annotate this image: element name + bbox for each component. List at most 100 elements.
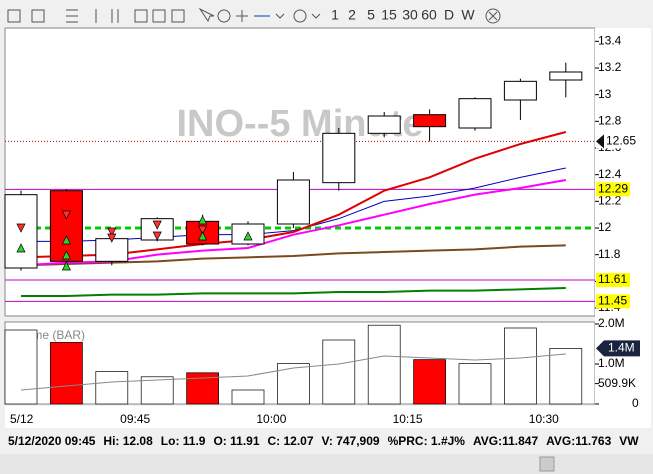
x-tick-label: 10:30 (529, 412, 559, 426)
status-item: AVG:11.763 (546, 434, 611, 448)
status-item: 5/12/2020 09:45 (8, 434, 96, 448)
volume-bar (549, 348, 583, 405)
level-label: 12.29 (598, 182, 628, 196)
signal-icon (16, 243, 26, 253)
signal-icon (198, 215, 208, 225)
value-label-box (596, 340, 640, 357)
status-item: %PRC: 1.#J% (388, 434, 466, 448)
interval-button[interactable]: 1 (331, 7, 339, 23)
volume-bar (458, 363, 492, 405)
tool-icon[interactable] (134, 9, 148, 23)
tool-icon[interactable] (7, 9, 21, 23)
tool-dropdown[interactable] (311, 13, 321, 19)
signal-icon (16, 223, 26, 233)
level-label-box (596, 134, 630, 149)
level-label: 11.61 (598, 272, 627, 286)
signal-icon (152, 231, 162, 241)
tool-close[interactable] (485, 8, 501, 24)
candle-body (322, 132, 356, 184)
signal-icon (243, 231, 253, 241)
interval-button[interactable]: 15 (381, 7, 397, 23)
interval-button[interactable]: 5 (367, 7, 375, 23)
level-label-box (596, 294, 630, 309)
volume-bar (140, 376, 174, 405)
status-item: Lo: 11.9 (161, 434, 206, 448)
y-tick-label: 13.4 (598, 34, 622, 48)
x-tick-label: 09:45 (120, 412, 150, 426)
volume-bar (322, 339, 356, 405)
candle-body (458, 98, 492, 129)
candle-body (503, 80, 537, 101)
tool-icon[interactable] (217, 9, 231, 23)
signal-icon (61, 235, 71, 245)
tool-icon[interactable] (293, 9, 307, 23)
volume-bar (95, 371, 129, 405)
status-item: Hi: 12.08 (103, 434, 153, 448)
toolbar (7, 7, 501, 24)
tool-icon[interactable] (171, 9, 185, 23)
tool-icon[interactable] (198, 7, 215, 23)
volume-bar (4, 329, 38, 405)
candle-body (413, 114, 447, 128)
y-tick-label: 11.8 (598, 247, 621, 261)
level-label-box (596, 273, 630, 287)
tool-icon[interactable] (236, 10, 248, 22)
y-tick-label: 12.2 (598, 194, 622, 208)
level-label-box (596, 182, 630, 197)
interval-button[interactable]: D (444, 7, 454, 23)
status-item: VW (619, 434, 639, 448)
signal-icon (198, 231, 208, 241)
y-tick-label: 2.0M (598, 316, 625, 330)
scroll-thumb[interactable] (539, 456, 555, 472)
tool-dropdown[interactable] (275, 13, 285, 19)
y-tick-label: 13 (598, 87, 612, 101)
status-item: O: 11.91 (213, 434, 259, 448)
signal-icon (107, 233, 117, 243)
signal-icon (61, 210, 71, 220)
scrollbar[interactable] (0, 454, 653, 474)
x-tick-label: 10:00 (256, 412, 286, 426)
volume-bar (413, 359, 446, 405)
signal-icon (107, 227, 117, 237)
y-tick-label: 0 (632, 396, 639, 410)
candle-body (276, 179, 310, 225)
indicator-line (21, 287, 566, 297)
value-label: 1.4M (608, 341, 635, 355)
volume-bar (504, 327, 537, 405)
candle-body (549, 71, 583, 81)
signal-icon (152, 220, 162, 230)
status-item: AVG:11.847 (473, 434, 538, 448)
interval-button[interactable]: W (461, 7, 475, 23)
y-tick-label: 509.9K (598, 376, 636, 390)
tool-icon[interactable] (31, 9, 45, 23)
y-tick-label: 12 (598, 220, 612, 234)
signal-icon (198, 225, 208, 235)
signal-icon (61, 261, 71, 271)
candle-body (49, 190, 83, 262)
tool-icon[interactable] (95, 9, 119, 23)
interval-button[interactable]: 60 (421, 7, 437, 23)
interval-button[interactable]: 30 (402, 7, 418, 23)
volume-bar (367, 324, 401, 405)
level-label: 11.45 (598, 294, 627, 308)
x-tick-label: 5/12 (10, 412, 34, 426)
signal-icon (61, 250, 71, 260)
volume-average (20, 353, 566, 391)
level-label-arrow (596, 134, 604, 149)
tool-icon[interactable] (66, 9, 78, 23)
candle-body (367, 115, 401, 134)
tool-close[interactable] (488, 11, 498, 21)
time-axis (5, 406, 651, 428)
status-item: V: 747,909 (322, 434, 380, 448)
tool-icon[interactable] (152, 9, 166, 23)
x-tick-label: 10:15 (393, 412, 423, 426)
y-tick-label: 12.4 (598, 167, 622, 181)
interval-button[interactable]: 2 (348, 7, 356, 23)
y-tick-label: 12.8 (598, 114, 622, 128)
volume-bar (231, 389, 265, 405)
level-label: 12.65 (606, 134, 636, 148)
y-tick-label: 1.0M (598, 356, 625, 370)
volume-bar (50, 342, 83, 405)
